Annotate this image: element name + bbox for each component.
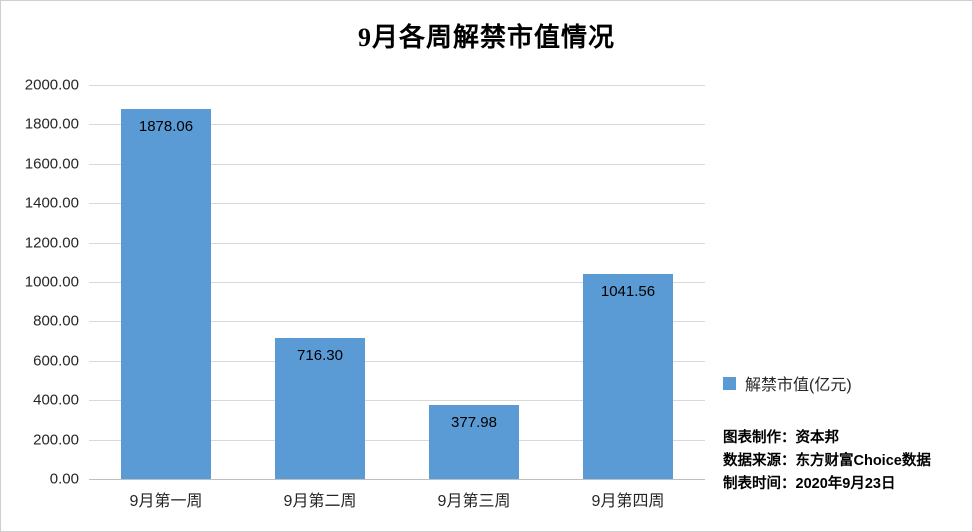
y-tick-label: 1000.00: [24, 273, 79, 291]
source-notes: 图表制作：资本邦数据来源：东方财富Choice数据 制表时间：2020年9月23日: [723, 427, 931, 497]
y-tick-label: 1800.00: [24, 115, 79, 133]
gridline: [89, 360, 705, 362]
y-tick-label: 800.00: [33, 312, 79, 330]
y-tick-label: 600.00: [33, 352, 79, 370]
x-category-label: 9月第二周: [283, 493, 357, 510]
note-line: 制表时间：2020年9月23日: [723, 476, 896, 493]
note-line: 图表制作：资本邦: [723, 430, 839, 446]
bar-value-label: 716.30: [297, 346, 343, 364]
plot-area: 0.00 200.00 400.00 600.00 800.00 1000.00 1200.…: [25, 77, 705, 510]
y-tick-label: 200.00: [33, 431, 79, 449]
bar: 1041.56: [583, 273, 673, 479]
gridline: [89, 124, 705, 126]
gridline: [89, 439, 705, 441]
gridline: [89, 321, 705, 323]
bar-value-label: 1878.06: [138, 118, 194, 136]
y-tick-label: 1600.00: [24, 155, 79, 173]
bar-value-label: 1041.56: [600, 282, 656, 300]
gridline: [89, 242, 705, 244]
legend-label: 解禁市值(亿元): [745, 377, 852, 394]
y-tick-label: 1400.00: [24, 194, 79, 212]
x-category-label: 9月第四周: [591, 493, 665, 510]
bar-value-label: 377.98: [451, 413, 497, 431]
gridline: [89, 400, 705, 402]
gridline: [89, 282, 705, 283]
bar: 716.30: [275, 337, 365, 479]
legend-swatch: [723, 376, 736, 390]
bar: 1878.06: [121, 109, 211, 479]
note-line: 数据来源：东方财富Choice数据: [723, 453, 931, 470]
x-category-label: 9月第三周: [437, 493, 511, 510]
gridline: [89, 163, 705, 165]
y-tick-label: 2000.00: [24, 76, 79, 94]
gridline: [89, 85, 705, 86]
gridline: [89, 203, 705, 205]
y-tick-label: 400.00: [33, 391, 79, 409]
y-tick-label: 0.00: [49, 470, 79, 488]
bar: 377.98: [429, 404, 519, 479]
x-category-label: 9月第一周: [129, 493, 203, 510]
chart-title: 9月各周解禁市值情况: [357, 23, 615, 52]
legend: 解禁市值(亿元): [723, 371, 852, 395]
y-tick-label: 1200.00: [24, 234, 79, 252]
